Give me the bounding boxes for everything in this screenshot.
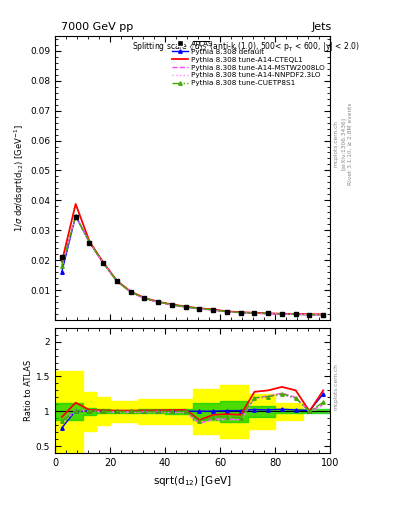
Text: [arXiv:1306.3436]: [arXiv:1306.3436] <box>341 117 345 170</box>
Text: Jets: Jets <box>312 22 332 32</box>
Legend: ATLAS, Pythia 8.308 default, Pythia 8.308 tune-A14-CTEQL1, Pythia 8.308 tune-A14: ATLAS, Pythia 8.308 default, Pythia 8.30… <box>171 39 327 88</box>
Text: 7000 GeV pp: 7000 GeV pp <box>61 22 133 32</box>
Y-axis label: 1/$\sigma$ d$\sigma$/dsqrt(d$_{12}$) [GeV$^{-1}$]: 1/$\sigma$ d$\sigma$/dsqrt(d$_{12}$) [Ge… <box>13 124 27 232</box>
Text: Splitting scale $\sqrt{d_{12}}$ (anti-k$_{\rm t}$(1.0), 500< p$_{\rm T}$ < 600, : Splitting scale $\sqrt{d_{12}}$ (anti-k$… <box>132 39 360 54</box>
Y-axis label: Ratio to ATLAS: Ratio to ATLAS <box>24 360 33 421</box>
Text: Rivet 3.1.10, ≥ 2.8M events: Rivet 3.1.10, ≥ 2.8M events <box>348 102 353 185</box>
Text: mcplots.cern.ch: mcplots.cern.ch <box>334 120 338 167</box>
Text: mcplots.cern.ch: mcplots.cern.ch <box>334 363 338 410</box>
X-axis label: sqrt(d$_{12}$) [GeV]: sqrt(d$_{12}$) [GeV] <box>153 474 232 487</box>
